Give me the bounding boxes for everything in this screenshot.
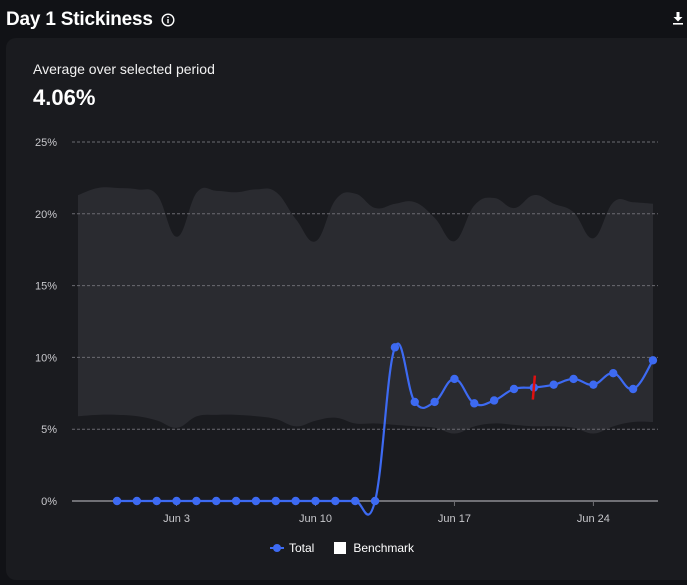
data-point [628, 384, 638, 394]
data-point [489, 396, 499, 405]
y-tick-label: 15% [35, 281, 57, 293]
square-marker-icon [334, 542, 347, 554]
data-point [291, 496, 300, 506]
data-point [132, 496, 142, 506]
data-point [430, 397, 439, 407]
data-point [251, 496, 261, 506]
data-point [112, 496, 122, 506]
summary-value: 4.06% [33, 85, 96, 110]
data-point [609, 368, 618, 378]
line-marker-icon [270, 544, 284, 552]
data-point [390, 343, 400, 352]
data-point [569, 374, 578, 384]
data-point [212, 496, 221, 506]
info-circle-icon[interactable] [161, 13, 175, 27]
data-point [470, 399, 479, 408]
legend-item-total[interactable]: Total [270, 541, 314, 555]
data-point [549, 380, 558, 389]
chart-legend: Total Benchmark [270, 541, 434, 555]
data-point [410, 397, 419, 407]
data-point [172, 496, 181, 506]
data-point [450, 374, 459, 384]
y-tick-label: 20% [35, 209, 57, 221]
x-tick-label: Jun 24 [577, 513, 610, 525]
legend-item-benchmark[interactable]: Benchmark [334, 541, 414, 555]
data-point [648, 356, 658, 365]
series-line-total [116, 342, 654, 516]
data-point [271, 496, 280, 506]
data-point [311, 496, 320, 506]
data-point [351, 496, 360, 506]
benchmark-band [78, 187, 653, 434]
data-point [152, 496, 161, 506]
legend-label-total: Total [289, 541, 315, 555]
x-tick-label: Jun 17 [438, 513, 471, 525]
data-point [231, 496, 241, 506]
y-tick-label: 5% [41, 424, 57, 436]
download-icon[interactable] [672, 11, 684, 25]
chart-title: Day 1 Stickiness [6, 9, 153, 30]
data-point [509, 384, 519, 394]
data-point [370, 496, 380, 506]
data-point [192, 496, 201, 506]
annotation-marker [531, 375, 537, 400]
summary-label: Average over selected period [33, 61, 215, 77]
y-tick-label: 10% [35, 352, 57, 364]
chart-header: Day 1 Stickiness [6, 6, 687, 34]
legend-label-benchmark: Benchmark [353, 541, 415, 555]
x-tick-label: Jun 10 [299, 513, 332, 525]
data-point [331, 496, 340, 506]
data-point [589, 380, 598, 389]
x-tick-label: Jun 3 [163, 513, 190, 525]
y-tick-label: 0% [41, 496, 57, 508]
y-tick-label: 25% [35, 137, 57, 149]
